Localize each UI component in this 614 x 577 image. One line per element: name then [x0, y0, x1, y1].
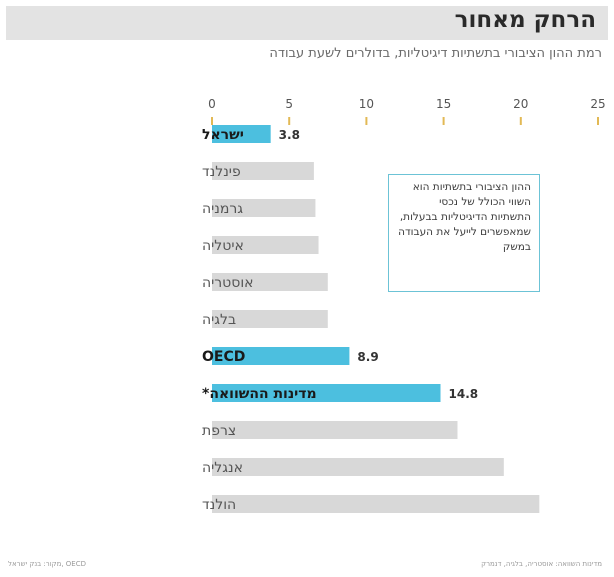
bar — [212, 421, 458, 439]
comparison-note: מדינות השוואה: אוסטריה, בלגיה, דנמרק — [481, 560, 602, 568]
x-tick-label: 0 — [208, 97, 216, 111]
bar — [212, 199, 316, 217]
source-note: מקור: בנק ישראל, OECD — [8, 560, 87, 568]
bar — [212, 384, 441, 402]
x-tick-label: 10 — [359, 97, 374, 111]
x-tick-label: 15 — [436, 97, 451, 111]
data-label: 14.8 — [449, 387, 479, 401]
category-label: צרפת — [202, 423, 236, 439]
category-label: פינלנד — [202, 164, 241, 180]
bar — [212, 310, 328, 328]
x-tick-label: 20 — [513, 97, 528, 111]
chart-title: הרחק מאחור — [454, 7, 596, 33]
bar — [212, 125, 271, 143]
category-label: בלגיה — [202, 312, 236, 328]
category-label: אוסטריה — [202, 275, 254, 291]
category-label: מדינות ההשוואה* — [202, 386, 317, 402]
category-label: הולנד — [202, 497, 236, 513]
x-tick-label: 25 — [590, 97, 605, 111]
bar — [212, 458, 504, 476]
data-label: 8.9 — [357, 350, 378, 364]
category-label: ישראל — [202, 127, 244, 143]
chart-subtitle: רמת ההון הציבורי בתשתיות דיגיטליות, בדול… — [269, 46, 602, 61]
bar — [212, 236, 319, 254]
data-label: 3.8 — [279, 128, 300, 142]
header-band: הרחק מאחור — [6, 6, 608, 40]
category-label: גרמניה — [202, 201, 243, 217]
category-label: איטליה — [202, 238, 244, 254]
x-tick-label: 5 — [285, 97, 293, 111]
bar — [212, 273, 328, 291]
category-label: OECD — [202, 349, 245, 365]
category-label: אנגליה — [202, 460, 243, 476]
bar — [212, 495, 540, 513]
bar — [212, 347, 350, 365]
bar — [212, 162, 314, 180]
definition-note: ההון הציבורי בתשתיות הוא השווי הכולל של … — [388, 174, 540, 292]
